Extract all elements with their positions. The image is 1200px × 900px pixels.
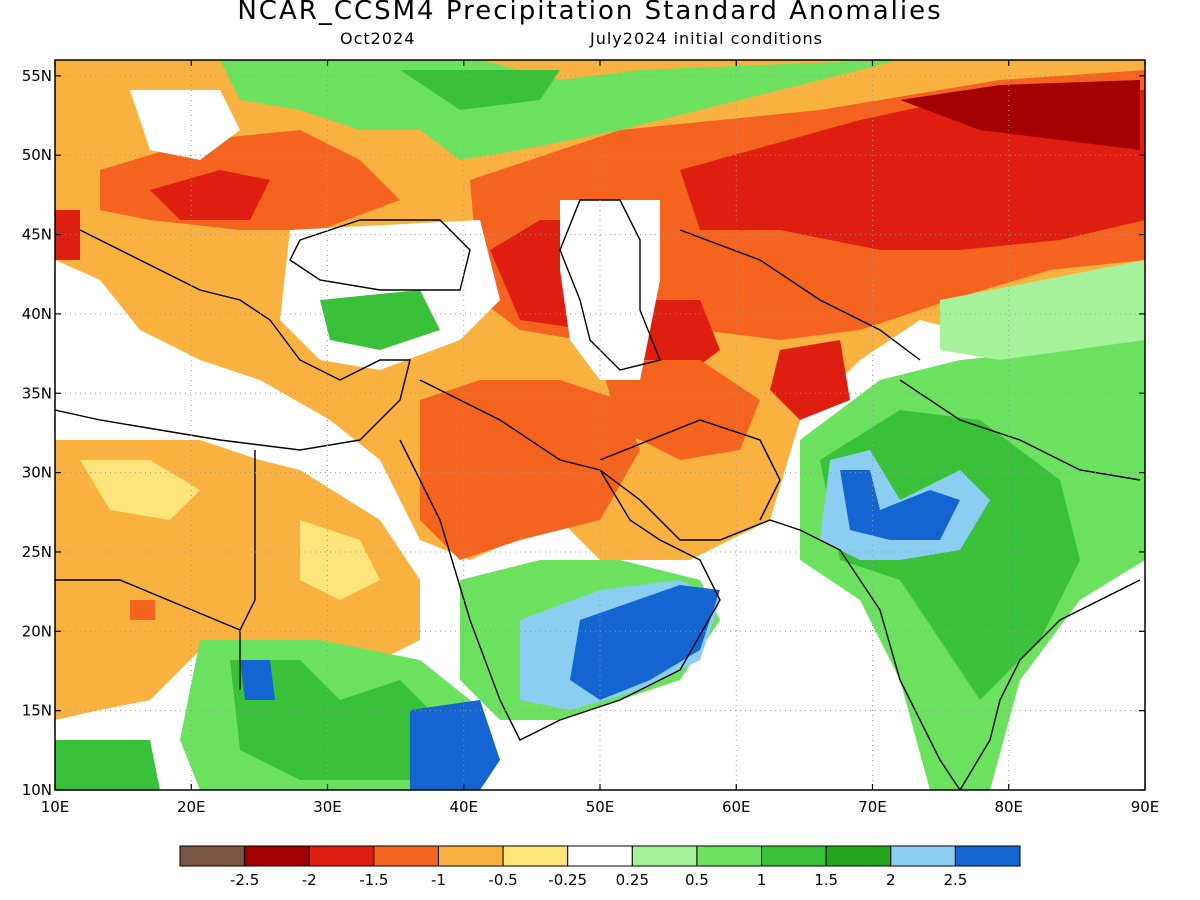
- colorbar-label: -0.25: [548, 871, 587, 889]
- lat-tick-label: 30N: [22, 464, 52, 482]
- lon-tick-label: 30E: [313, 798, 342, 816]
- colorbar-label: -1.5: [359, 871, 388, 889]
- lon-tick-label: 50E: [586, 798, 615, 816]
- lon-tick-label: 80E: [994, 798, 1023, 816]
- colorbar-swatch: [696, 845, 763, 867]
- coastlines: [55, 199, 1141, 790]
- lat-tick-label: 55N: [22, 67, 52, 85]
- lon-tick-label: 90E: [1131, 798, 1160, 816]
- colorbar-swatch: [890, 845, 956, 867]
- forecast-month: Oct2024: [340, 29, 416, 48]
- colorbar-swatch: [954, 845, 1021, 867]
- colorbar-label: 0.25: [616, 871, 649, 889]
- lat-tick-label: 40N: [22, 305, 52, 323]
- colorbar-legend: -2.5 -2 -1.5 -1 -0.5 -0.25 0.25 0.5 1 1.5 2 2.5: [179, 845, 1021, 889]
- axis-ticks: [54, 60, 1146, 791]
- lat-tick-label: 25N: [22, 543, 52, 561]
- colorbar-label: -2: [302, 871, 317, 889]
- colorbar-swatch: [761, 845, 827, 867]
- lon-tick-label: 20E: [177, 798, 206, 816]
- colorbar-swatch: [179, 845, 246, 867]
- map-grid: [55, 60, 1145, 790]
- colorbar-swatch: [567, 845, 633, 867]
- lat-tick-label: 10N: [22, 781, 52, 799]
- colorbar-label: 1.5: [814, 871, 838, 889]
- lat-tick-label: 15N: [22, 702, 52, 720]
- colorbar-swatch: [373, 845, 439, 867]
- lon-tick-label: 10E: [41, 798, 70, 816]
- colorbar-swatch: [308, 845, 375, 867]
- lat-tick-label: 35N: [22, 384, 52, 402]
- colorbar-swatch: [631, 845, 698, 867]
- colorbar-label: -1: [431, 871, 446, 889]
- colorbar-label: -0.5: [488, 871, 517, 889]
- colorbar-label: 2: [886, 871, 896, 889]
- colorbar-label: 2.5: [943, 871, 967, 889]
- lat-tick-label: 50N: [22, 146, 52, 164]
- lat-tick-label: 45N: [22, 226, 52, 244]
- lon-tick-label: 40E: [449, 798, 478, 816]
- colorbar-swatch: [437, 845, 504, 867]
- colorbar-swatch: [502, 845, 569, 867]
- colorbar-label: 1: [757, 871, 767, 889]
- axis-labels: 10E 20E 30E 40E 50E 60E 70E 80E 90E 10N 15N 20N 25N 3…: [22, 67, 1160, 816]
- colorbar-swatch: [825, 845, 892, 867]
- map-title: NCAR_CCSM4 Precipitation Standard Anomal…: [237, 0, 943, 26]
- lat-tick-label: 20N: [22, 622, 52, 640]
- lon-tick-label: 70E: [858, 798, 887, 816]
- colorbar-label: -2.5: [230, 871, 259, 889]
- colorbar-swatch: [244, 845, 310, 867]
- lon-tick-label: 60E: [722, 798, 751, 816]
- colorbar-label: 0.5: [685, 871, 709, 889]
- initial-conditions: July2024 initial conditions: [590, 29, 823, 48]
